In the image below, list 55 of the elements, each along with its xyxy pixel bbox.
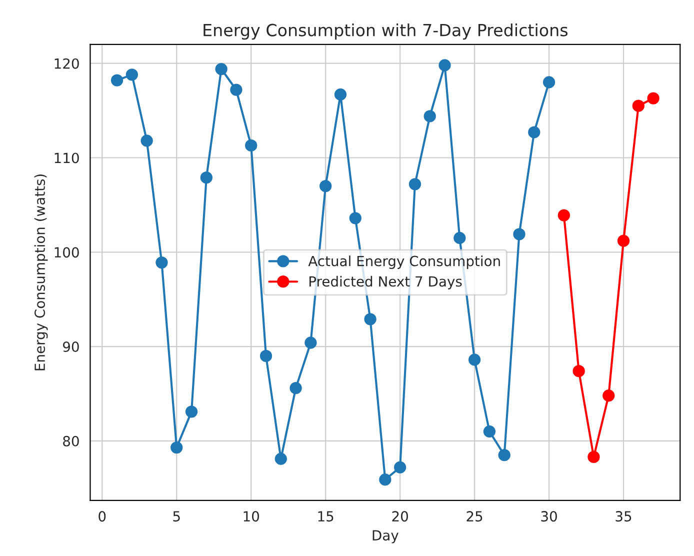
point [364, 313, 376, 326]
point [394, 461, 406, 474]
point [230, 84, 242, 96]
point [320, 180, 332, 192]
point [528, 126, 540, 138]
point [304, 336, 317, 349]
point [290, 382, 302, 394]
x-tick-label: 5 [173, 511, 180, 522]
y-tick-label: 110 [54, 152, 79, 164]
y-tick-label: 100 [54, 247, 79, 258]
point [647, 92, 660, 104]
point [483, 425, 496, 438]
x-tick-label: 20 [392, 511, 408, 522]
x-tick-label: 35 [616, 511, 632, 522]
point [542, 76, 556, 88]
x-axis-title: Day [372, 530, 398, 544]
x-tick-label: 25 [466, 511, 482, 522]
point [140, 134, 153, 147]
point [513, 228, 526, 240]
legend-label: Predicted Next 7 Days [310, 276, 462, 290]
point [185, 406, 198, 418]
point [558, 209, 570, 222]
y-tick-label: 120 [54, 58, 79, 69]
point [379, 474, 392, 486]
point [632, 100, 644, 112]
point [126, 68, 138, 81]
point [468, 354, 481, 366]
point [215, 62, 228, 76]
point [424, 110, 436, 122]
point [617, 234, 630, 247]
point [170, 441, 183, 454]
point [274, 452, 287, 465]
legend-label: Actual Energy Consumption [308, 256, 500, 269]
point [438, 59, 451, 72]
point [572, 365, 585, 378]
x-tick-label: 10 [244, 511, 260, 522]
x-tick-label: 15 [318, 511, 334, 522]
point [588, 450, 600, 464]
point [454, 232, 466, 244]
point [260, 350, 272, 362]
point [156, 256, 168, 269]
point [349, 212, 362, 224]
y-axis-title: Energy Consumption (watts) [34, 174, 48, 370]
y-tick-label: 80 [63, 436, 79, 446]
point [245, 139, 258, 152]
y-tick-label: 90 [63, 342, 79, 352]
point [110, 74, 124, 86]
point [408, 178, 422, 190]
point [602, 390, 615, 402]
point [498, 449, 510, 462]
chart-title: Energy Consumption with 7-Day Predictions [204, 23, 568, 40]
x-tick-label: 0 [98, 511, 106, 522]
x-tick-label: 30 [541, 511, 557, 522]
point [334, 88, 347, 101]
point [200, 172, 212, 184]
